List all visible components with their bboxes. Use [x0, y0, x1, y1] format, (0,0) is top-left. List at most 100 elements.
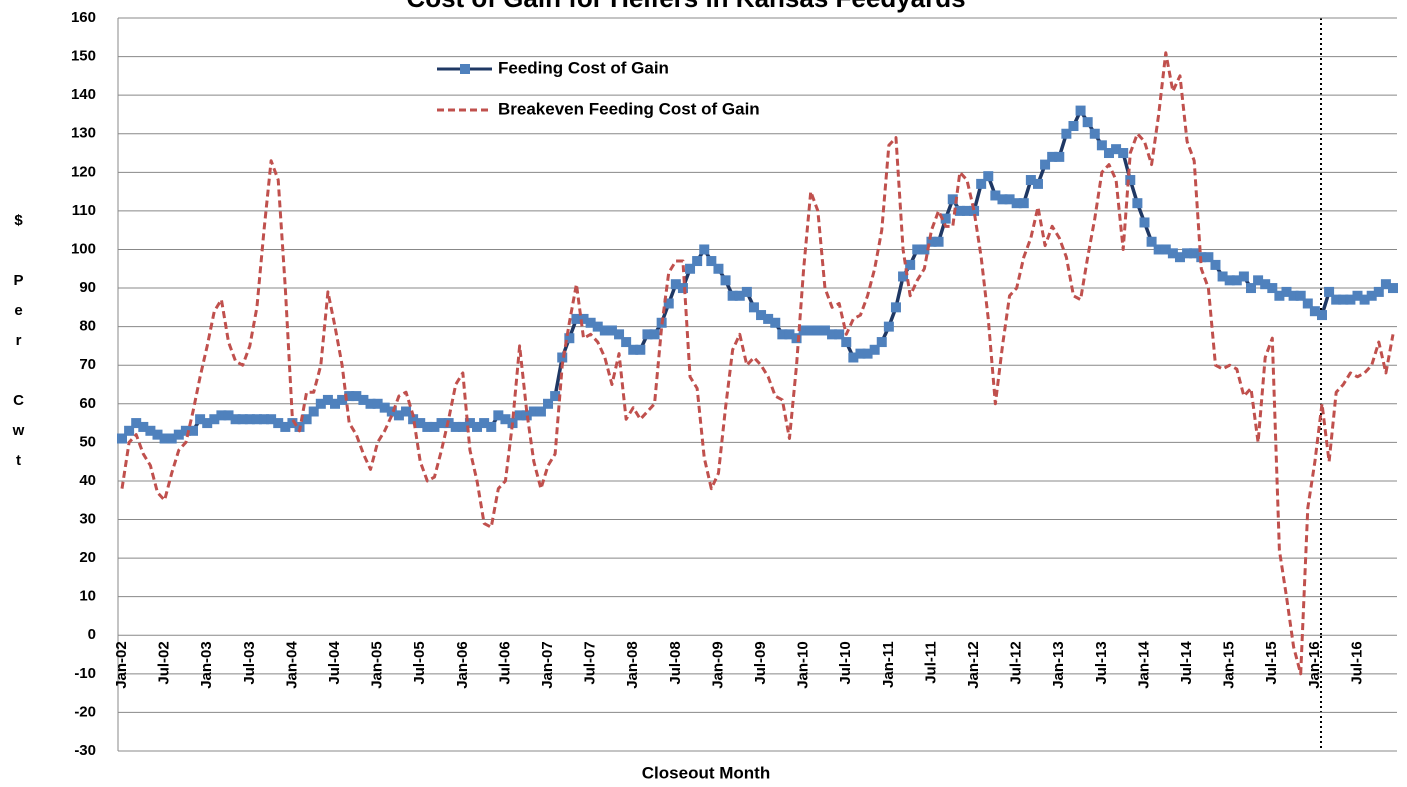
point-marker — [841, 337, 852, 348]
point-marker — [251, 414, 262, 425]
x-tick-label: Jul-12 — [1008, 641, 1025, 684]
point-marker — [1118, 148, 1129, 159]
legend-marker — [460, 64, 470, 74]
point-marker — [1061, 128, 1072, 139]
point-marker — [266, 414, 277, 425]
point-marker — [166, 433, 177, 444]
point-marker — [557, 352, 568, 363]
point-marker — [713, 263, 724, 274]
point-marker — [1025, 175, 1036, 186]
point-marker — [408, 414, 419, 425]
point-marker — [642, 329, 653, 340]
y-tick-label: 160 — [71, 9, 96, 26]
point-marker — [784, 329, 795, 340]
point-marker — [564, 333, 575, 344]
legend-label: Feeding Cost of Gain — [498, 58, 669, 77]
point-marker — [1054, 151, 1065, 162]
point-marker — [1111, 144, 1122, 155]
point-marker — [415, 418, 426, 429]
point-marker — [976, 178, 987, 189]
point-marker — [472, 421, 483, 432]
x-tick-label: Jan-16 — [1306, 641, 1323, 689]
x-tick-label: Jul-08 — [667, 641, 684, 684]
point-marker — [706, 256, 717, 267]
point-marker — [649, 329, 660, 340]
y-tick-label: 60 — [79, 395, 96, 412]
point-marker — [990, 190, 1001, 201]
point-marker — [770, 317, 781, 328]
point-marker — [692, 256, 703, 267]
point-marker — [1238, 271, 1249, 282]
x-tick-label: Jul-15 — [1263, 641, 1280, 684]
point-marker — [1302, 298, 1313, 309]
point-marker — [131, 418, 142, 429]
y-tick-label: 150 — [71, 48, 96, 65]
x-tick-label: Jan-05 — [369, 641, 386, 689]
y-tick-label: 10 — [79, 588, 96, 605]
x-tick-label: Jul-02 — [156, 641, 173, 684]
point-marker — [1146, 236, 1157, 247]
point-marker — [827, 329, 838, 340]
point-marker — [961, 205, 972, 216]
y-tick-label: 70 — [79, 356, 96, 373]
x-tick-label: Jul-13 — [1093, 641, 1110, 684]
y-tick-label: 50 — [79, 433, 96, 450]
x-tick-label: Jan-10 — [795, 641, 812, 689]
point-marker — [1253, 275, 1264, 286]
point-marker — [1217, 271, 1228, 282]
y-tick-label: 40 — [79, 472, 96, 489]
point-marker — [1295, 290, 1306, 301]
x-tick-label: Jan-14 — [1135, 641, 1152, 689]
point-marker — [919, 244, 930, 255]
point-marker — [997, 194, 1008, 205]
point-marker — [1345, 294, 1356, 305]
point-marker — [848, 352, 859, 363]
point-marker — [280, 421, 291, 432]
y-tick-label: 0 — [88, 626, 96, 643]
point-marker — [145, 425, 156, 436]
point-marker — [493, 410, 504, 421]
point-marker — [1331, 294, 1342, 305]
point-marker — [685, 263, 696, 274]
y-tick-label: 20 — [79, 549, 96, 566]
point-marker — [259, 414, 270, 425]
point-marker — [1316, 310, 1327, 321]
point-marker — [869, 344, 880, 355]
point-marker — [244, 414, 255, 425]
point-marker — [1309, 306, 1320, 317]
point-marker — [202, 418, 213, 429]
y-tick-label: 120 — [71, 163, 96, 180]
chart-title: Cost of Gain for Heifers in Kansas Feedy… — [406, 0, 965, 13]
point-marker — [1167, 248, 1178, 259]
point-marker — [1189, 248, 1200, 259]
y-tick-label: 100 — [71, 240, 96, 257]
point-marker — [969, 205, 980, 216]
point-marker — [819, 325, 830, 336]
x-tick-label: Jan-07 — [539, 641, 556, 689]
point-marker — [1174, 252, 1185, 263]
point-marker — [741, 286, 752, 297]
point-marker — [834, 329, 845, 340]
x-tick-label: Jul-14 — [1178, 641, 1195, 685]
point-marker — [535, 406, 546, 417]
point-marker — [1267, 283, 1278, 294]
point-marker — [500, 414, 511, 425]
point-marker — [351, 391, 362, 402]
point-marker — [954, 205, 965, 216]
x-tick-label: Jan-08 — [624, 641, 641, 689]
point-marker — [1068, 121, 1079, 132]
point-marker — [628, 344, 639, 355]
point-marker — [543, 398, 554, 409]
point-marker — [947, 194, 958, 205]
point-marker — [450, 421, 461, 432]
point-marker — [592, 321, 603, 332]
point-marker — [152, 429, 163, 440]
point-marker — [670, 279, 681, 290]
point-marker — [890, 302, 901, 313]
point-marker — [677, 283, 688, 294]
point-marker — [1274, 290, 1285, 301]
point-marker — [337, 394, 348, 405]
point-marker — [1040, 159, 1051, 170]
point-marker — [401, 406, 412, 417]
